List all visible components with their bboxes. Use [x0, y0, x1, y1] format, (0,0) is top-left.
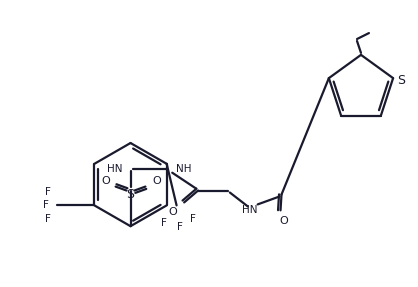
Text: O: O	[169, 207, 178, 217]
Text: NH: NH	[176, 164, 192, 174]
Text: F: F	[45, 214, 51, 224]
Text: F: F	[189, 214, 196, 224]
Text: F: F	[177, 222, 183, 232]
Text: O: O	[279, 216, 288, 226]
Text: F: F	[161, 218, 167, 228]
Text: F: F	[43, 200, 48, 210]
Text: S: S	[397, 73, 405, 87]
Text: O: O	[101, 176, 110, 186]
Text: S: S	[127, 188, 135, 201]
Text: HN: HN	[242, 205, 257, 215]
Text: HN: HN	[107, 164, 122, 174]
Text: O: O	[152, 176, 161, 186]
Text: F: F	[45, 187, 51, 197]
